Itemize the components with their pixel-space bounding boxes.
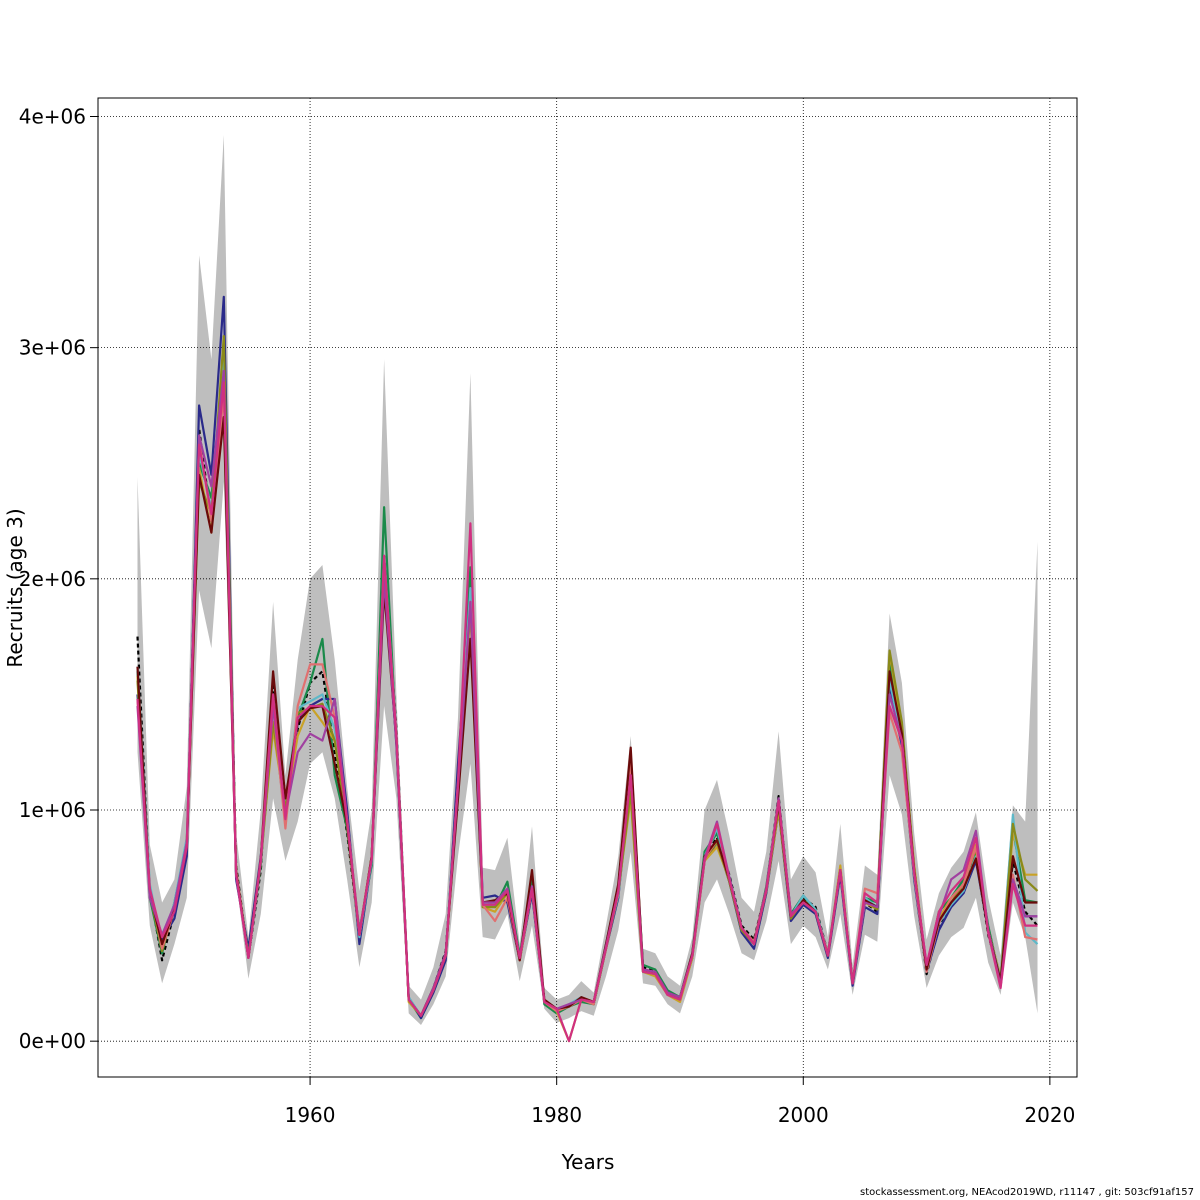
y-tick-label: 4e+06	[19, 104, 86, 128]
series-layer	[136, 295, 1039, 1043]
y-tick-label: 0e+00	[19, 1029, 86, 1053]
x-tick-label: 1960	[285, 1103, 336, 1127]
grid-layer	[98, 98, 1077, 1077]
y-tick-label: 3e+06	[19, 336, 86, 360]
y-tick-label: 1e+06	[19, 798, 86, 822]
y-axis-title: Recruits (age 3)	[3, 508, 27, 667]
confidence-band	[137, 135, 1038, 1025]
x-axis-title: Years	[561, 1150, 615, 1174]
x-tick-label: 2020	[1024, 1103, 1075, 1127]
credit-footer: stockassessment.org, NEAcod2019WD, r1114…	[859, 1187, 1194, 1198]
y-tick-label: 2e+06	[19, 567, 86, 591]
x-tick-label: 2000	[778, 1103, 829, 1127]
x-tick-label: 1980	[531, 1103, 582, 1127]
plot-frame	[97, 97, 1078, 1078]
confidence-band-layer	[137, 135, 1038, 1025]
series-line-run-8	[136, 415, 1038, 1017]
series-line-run-10	[136, 381, 1038, 1043]
axis-layer: 1960 1980 2000 2020 0e+00 1e+06 2e+06 3e+06 4e+0…	[19, 104, 1076, 1127]
